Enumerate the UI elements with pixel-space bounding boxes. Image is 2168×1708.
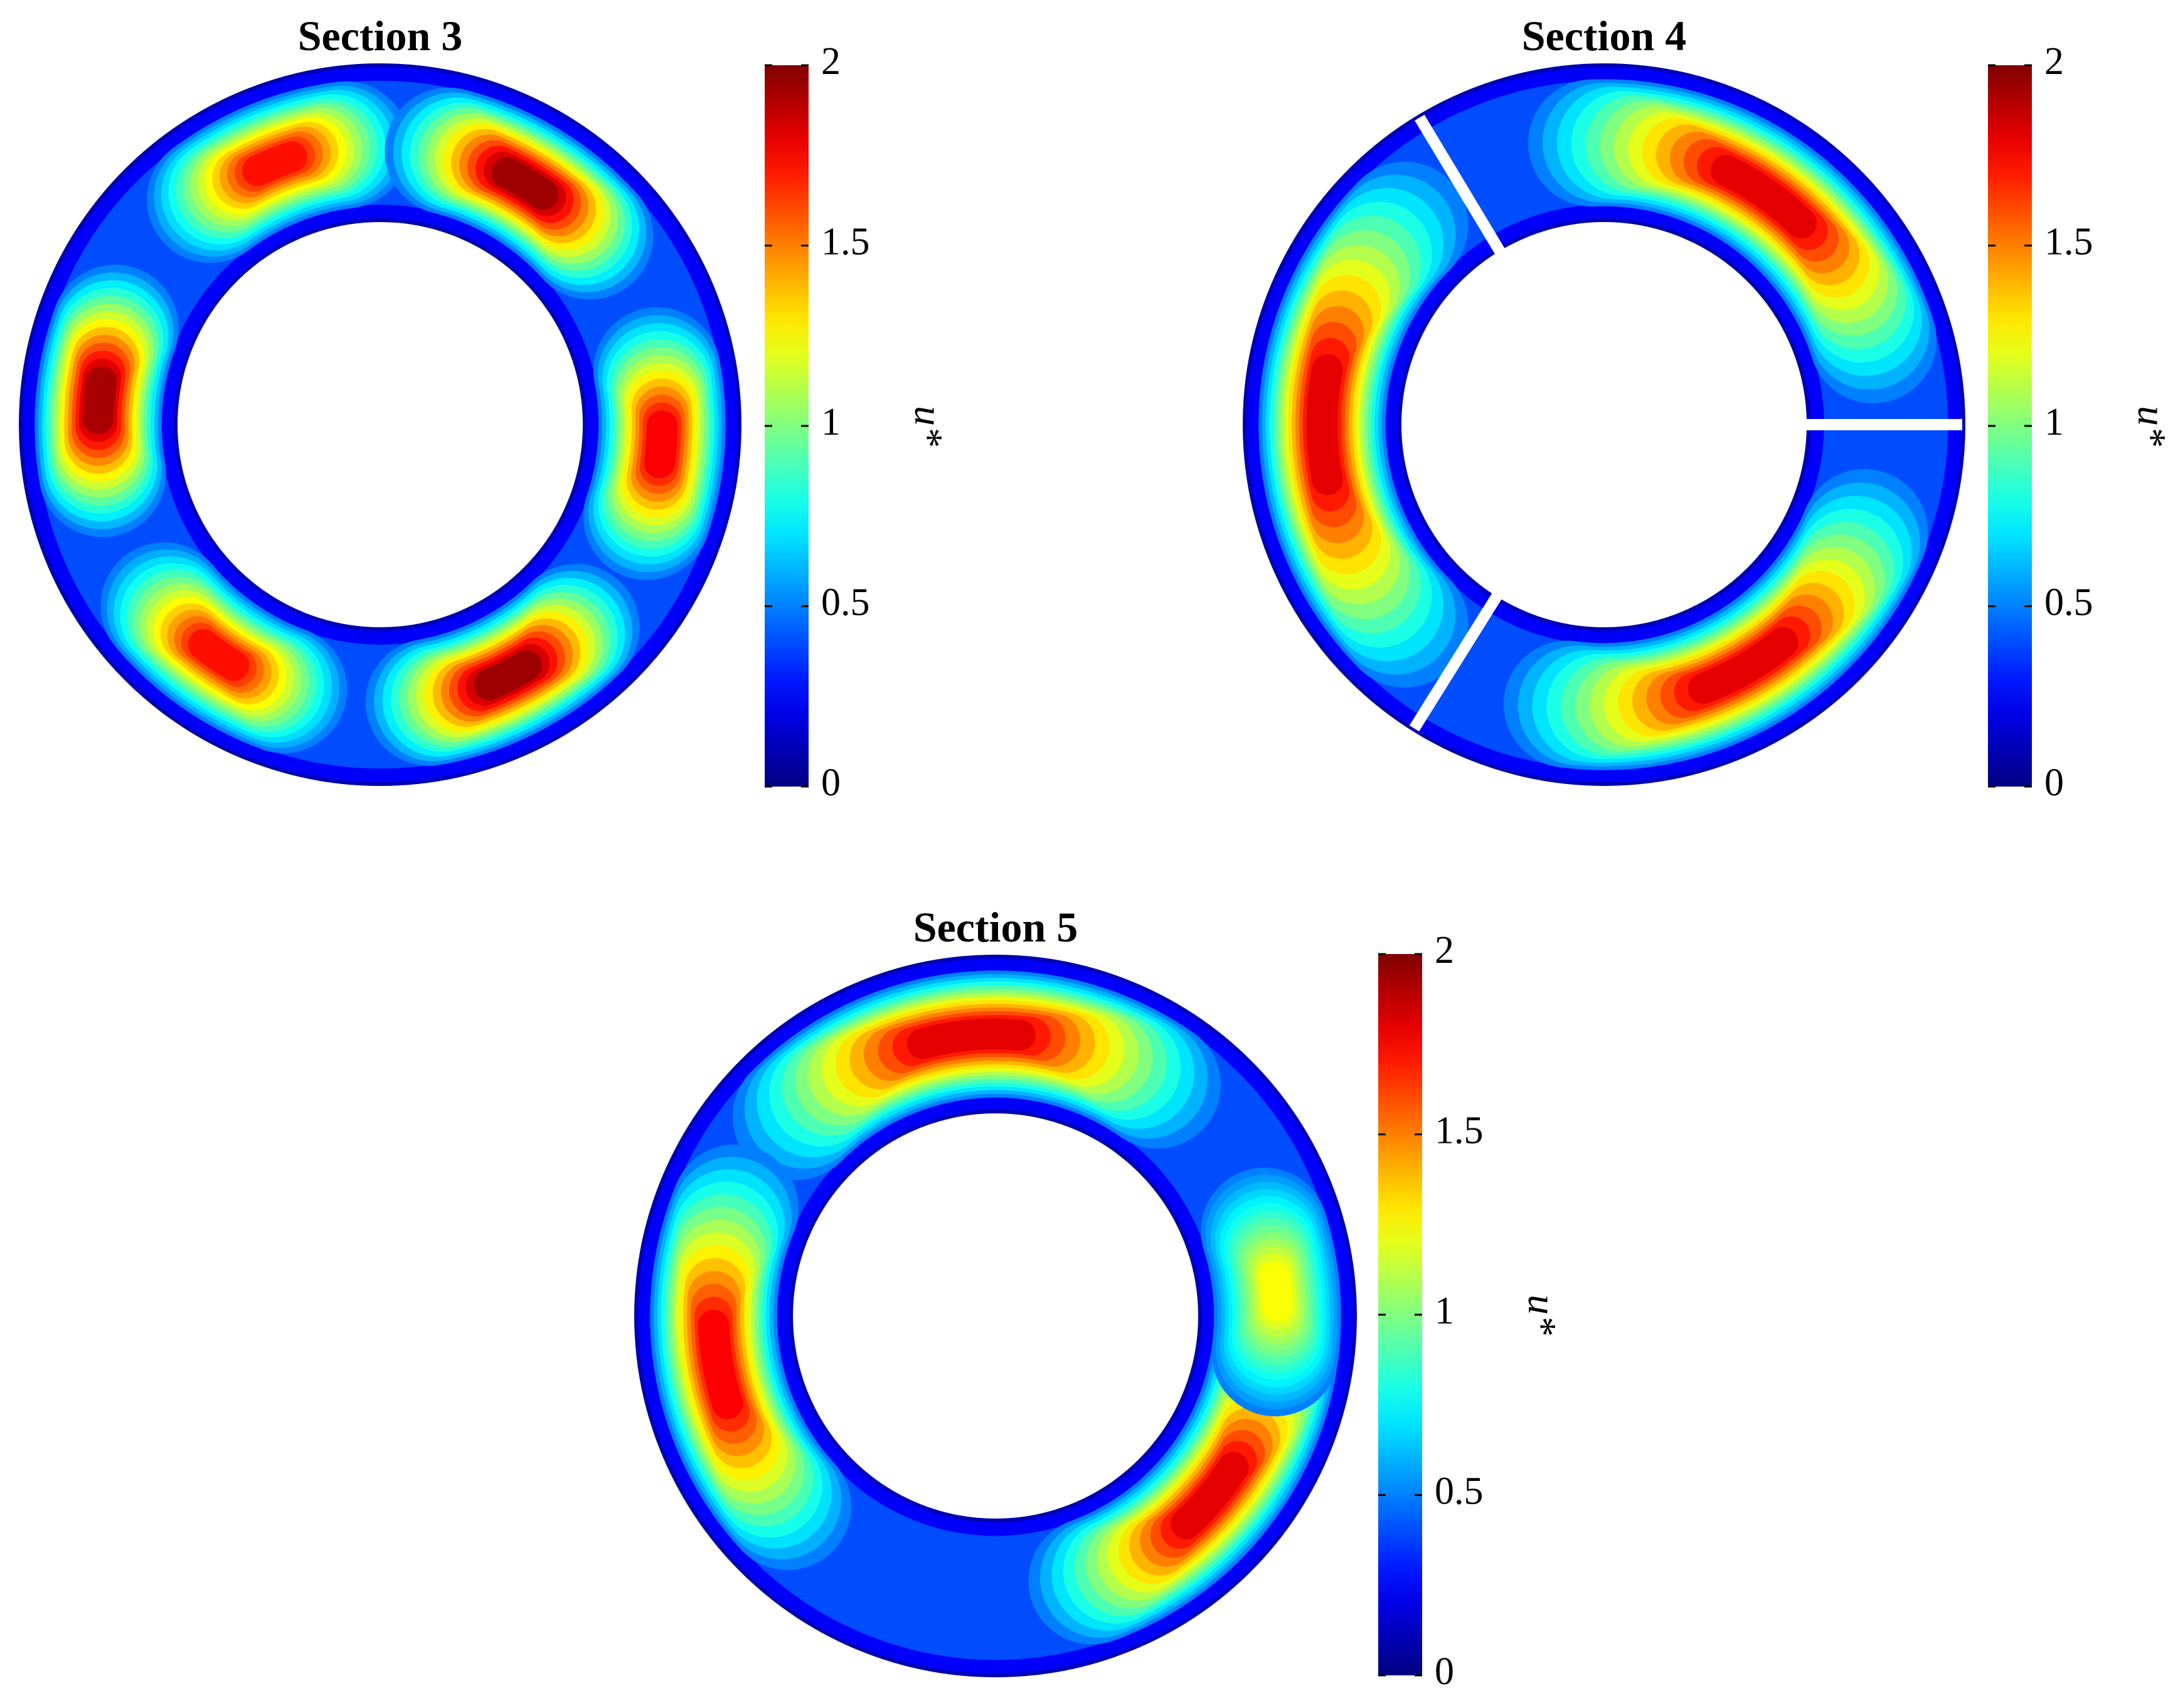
contour-band [474,650,542,701]
contour-band [644,410,678,479]
colorbar-tick-label: 0 [1435,1650,1454,1693]
contour-band [1306,354,1343,496]
inner-wall [789,1110,1202,1522]
colorbar-tick-label: 2 [1435,929,1454,972]
contour-band [1710,155,1817,239]
colorbar-tick-label: 1.5 [1435,1110,1484,1152]
contour-field [1245,65,1963,784]
contour-band [906,1018,1036,1059]
colorbar-tick-label: 1 [1435,1290,1454,1332]
contour-band [188,629,250,681]
contour-band [242,141,307,186]
contour-band [698,1310,743,1419]
colorbar-tick-label: 0.5 [2044,581,2093,624]
contour-band [491,157,559,210]
outer-wall [634,955,1357,1677]
contour-field [21,65,740,784]
colorbar-label: u* [2130,406,2168,446]
contour-band [1259,1260,1293,1322]
outer-wall [19,63,741,786]
contour-field [636,957,1355,1675]
colorbar-label: u* [1520,1295,1565,1335]
inner-wall [1398,218,1810,631]
contour-band [82,366,117,434]
inner-wall [174,218,587,631]
contour-band [1687,627,1799,704]
outer-wall [1243,63,1965,786]
colorbar-tick-label: 1.5 [821,221,870,263]
colorbar-tick-label: 1.5 [2044,221,2093,263]
colorbar-tick-label: 2 [821,40,841,83]
panel-title: Section 5 [913,903,1078,951]
colorbar-tick-label: 0.5 [1435,1470,1484,1513]
colorbar-tick-label: 2 [2044,40,2064,83]
colorbar-tick-label: 0 [821,761,841,804]
panel-title: Section 4 [1522,12,1687,60]
colorbar-tick-label: 0 [2044,761,2064,804]
contour-band [1170,1451,1249,1540]
colorbar-tick-label: 1 [2044,401,2064,443]
slit [1415,114,1505,255]
colorbar-tick-label: 1 [821,401,841,443]
slit [1409,593,1502,732]
colorbar-tick-label: 0.5 [821,581,870,624]
colorbar-label: u* [906,406,951,446]
panel-title: Section 3 [298,12,463,60]
